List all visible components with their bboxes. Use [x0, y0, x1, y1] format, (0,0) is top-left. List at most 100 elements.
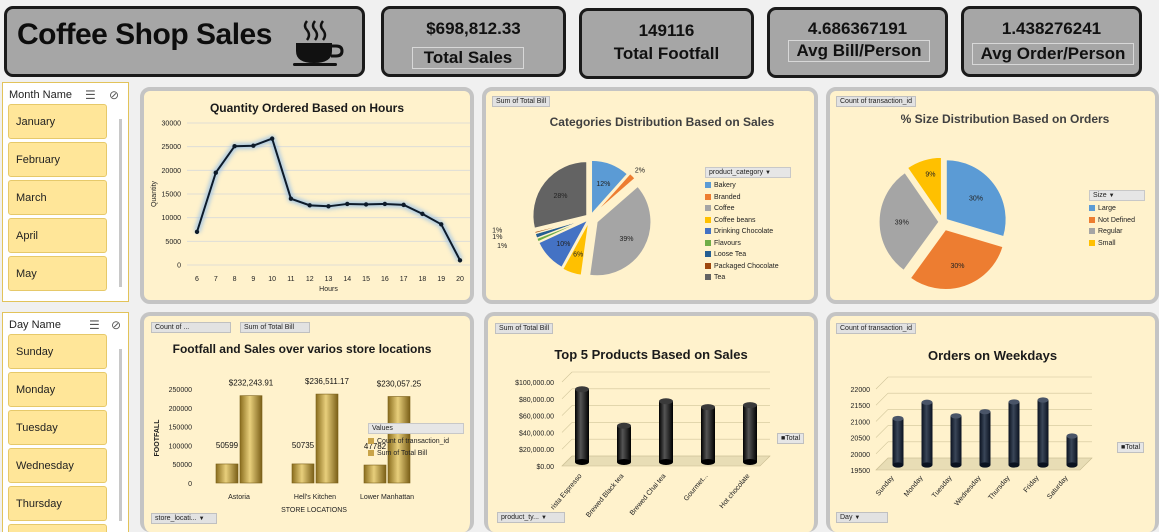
- kpi-total-sales: $698,812.33 Total Sales: [381, 6, 566, 77]
- legend-item: Tea: [705, 274, 791, 286]
- gridline: [875, 392, 889, 406]
- slicer-item-thursday[interactable]: Thursday: [8, 486, 107, 521]
- y-tick-label: 250000: [169, 387, 192, 394]
- legend-filter[interactable]: Size ▼: [1089, 190, 1145, 201]
- field-tag[interactable]: Count of transaction_id: [836, 96, 916, 107]
- data-point: [251, 143, 256, 148]
- legend-total: ■Total: [1117, 442, 1145, 453]
- x-tick-label: Tuesday: [931, 474, 954, 499]
- pie-slice: [590, 159, 629, 216]
- size-pie-chart: 30% 30% 39% 9%: [878, 156, 1007, 291]
- legend-label: Not Defined: [1098, 216, 1135, 224]
- slicer-item-next[interactable]: [8, 524, 107, 532]
- category-legend: product_category ▼ Bakery Branded Coffee Co…: [705, 167, 791, 286]
- bar-top: [921, 399, 933, 405]
- field-tag[interactable]: Sum of Total Bill: [492, 96, 551, 107]
- data-point: [232, 143, 237, 149]
- y-tick-label: 10000: [162, 215, 182, 222]
- y-tick-label: 0: [177, 263, 181, 270]
- slice-percent-label: 30%: [969, 195, 983, 202]
- legend-label: Branded: [714, 193, 741, 201]
- dropdown-arrow-icon: ▼: [854, 515, 861, 521]
- series-line: [196, 137, 461, 261]
- legend-label: Count of transaction_id: [377, 438, 449, 445]
- legend-filter[interactable]: product_category ▼: [705, 167, 791, 178]
- bar-top: [950, 413, 962, 419]
- multi-select-icon[interactable]: ☰: [85, 88, 96, 102]
- x-tick-label: Lower Manhattan: [360, 494, 414, 501]
- y-tick-label: $60,000.00: [519, 414, 554, 421]
- bar-base: [659, 459, 673, 465]
- dropdown-arrow-icon: ▼: [198, 516, 205, 522]
- month-slicer-scrollbar[interactable]: [119, 119, 122, 287]
- slicer-item-may[interactable]: May: [8, 256, 107, 291]
- data-point: [288, 196, 294, 201]
- x-tick-label: Hell's Kitchen: [294, 494, 336, 501]
- data-point: [194, 229, 200, 235]
- clear-filter-icon[interactable]: ⊘: [111, 318, 122, 332]
- multi-select-icon[interactable]: ☰: [89, 318, 100, 332]
- legend-label: Drinking Chocolate: [714, 228, 774, 235]
- day-slicer: Day Name ☰ ⊘ Sunday Monday Tuesday Wedne…: [2, 312, 129, 532]
- bar-top: [979, 409, 991, 415]
- month-slicer: Month Name ☰ ⊘ January February March Ap…: [2, 82, 129, 302]
- legend-label: Bakery: [714, 182, 736, 189]
- legend-label: Loose Tea: [714, 251, 747, 258]
- y-tick-label: 20000: [162, 168, 182, 175]
- bar-sales: [239, 395, 263, 484]
- x-axis-title: Hours: [319, 286, 338, 293]
- x-tick-label: 19: [437, 276, 445, 283]
- legend-item: Large: [1089, 205, 1145, 217]
- legend-label: Coffee: [714, 205, 735, 212]
- slicer-item-tuesday[interactable]: Tuesday: [8, 410, 107, 445]
- slicer-item-april[interactable]: April: [8, 218, 107, 253]
- gridline: [875, 457, 889, 471]
- legend-item: Small: [1089, 240, 1145, 252]
- dashboard-title-card: Coffee Shop Sales: [4, 6, 365, 77]
- chart-title: Orders on Weekdays: [927, 348, 1058, 363]
- values-legend: Values Count of transaction_id Sum of To…: [368, 423, 468, 461]
- weekday-bar-chart: 19500 20000 20500 21000 21500 22000 Sunday Mond…: [851, 376, 1093, 508]
- legend-swatch: [705, 228, 711, 235]
- bar-base: [892, 462, 904, 468]
- y-tick-label: 30000: [162, 121, 182, 128]
- bar-base: [701, 459, 715, 465]
- slicer-item-january[interactable]: January: [8, 104, 107, 139]
- store-filter-dropdown[interactable]: store_locati... ▼: [151, 513, 217, 524]
- legend-item-sum: Sum of Total Bill: [368, 450, 468, 462]
- product-filter-dropdown[interactable]: product_ty... ▼: [497, 512, 565, 523]
- y-tick-label: 25000: [162, 144, 182, 151]
- legend-swatch: [1089, 228, 1095, 235]
- kpi-label: Total Footfall: [613, 44, 720, 63]
- day-slicer-scrollbar[interactable]: [119, 349, 122, 521]
- y-tick-label: $0.00: [536, 464, 554, 471]
- legend-item: Branded: [705, 194, 791, 206]
- bar-base: [979, 462, 991, 468]
- clear-filter-icon[interactable]: ⊘: [109, 88, 120, 102]
- x-tick-label: 10: [268, 276, 276, 283]
- pie-slice: [593, 172, 636, 215]
- x-tick-label: 9: [251, 276, 255, 283]
- y-axis-title: Quantity: [151, 180, 158, 207]
- slice-percent-label: 28%: [554, 193, 568, 200]
- day-filter-dropdown[interactable]: Day ▼: [836, 512, 888, 523]
- field-tag-count[interactable]: Count of ...: [151, 322, 231, 333]
- slicer-item-wednesday[interactable]: Wednesday: [8, 448, 107, 483]
- field-tag[interactable]: Sum of Total Bill: [495, 323, 554, 334]
- pie-slice: [588, 185, 652, 277]
- data-label-footfall: 50599: [216, 441, 239, 450]
- slicer-item-monday[interactable]: Monday: [8, 372, 107, 407]
- legend-label: Total: [1125, 444, 1141, 451]
- bar-top: [659, 398, 673, 405]
- slicer-item-february[interactable]: February: [8, 142, 107, 177]
- data-point: [326, 204, 331, 209]
- bar-top: [701, 404, 715, 411]
- legend-item: Coffee beans: [705, 217, 791, 229]
- bar: [701, 407, 715, 462]
- field-tag[interactable]: Count of transaction_id: [836, 323, 916, 334]
- field-tag-sum[interactable]: Sum of Total Bill: [240, 322, 310, 333]
- slicer-item-sunday[interactable]: Sunday: [8, 334, 107, 369]
- slicer-item-march[interactable]: March: [8, 180, 107, 215]
- x-tick-label: 20: [456, 276, 464, 283]
- x-tick-label: rista Espresso: [550, 473, 584, 512]
